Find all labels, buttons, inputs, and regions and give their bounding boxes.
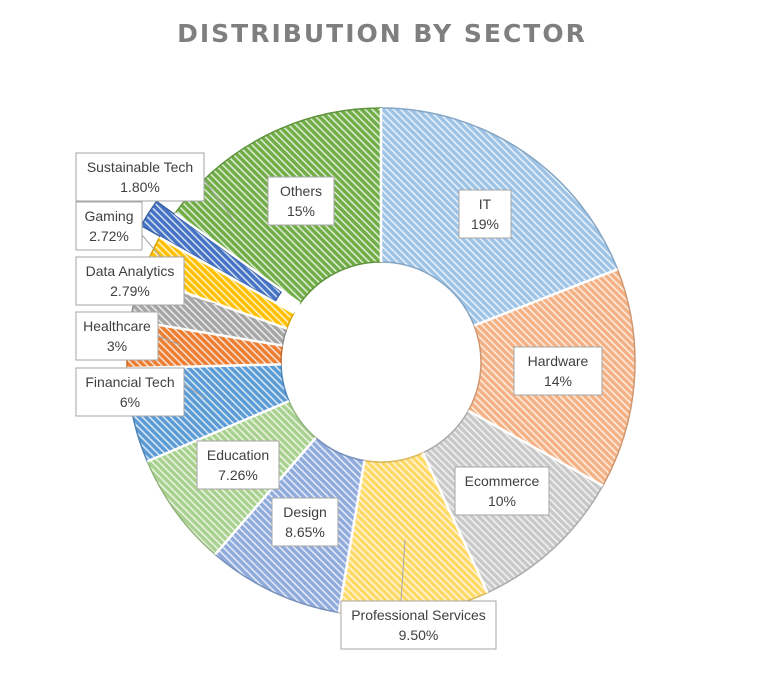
- slice-separator: [421, 452, 489, 594]
- data-label-category: Gaming: [84, 208, 133, 224]
- data-label-value: 3%: [107, 338, 127, 354]
- data-label-value: 2.79%: [110, 283, 150, 299]
- data-label: Ecommerce 10%: [454, 466, 550, 516]
- data-label: Hardware 14%: [513, 346, 603, 396]
- data-label-value: 10%: [488, 493, 516, 509]
- data-label-category: Data Analytics: [86, 263, 175, 279]
- data-label-box: [340, 600, 497, 650]
- data-label-box: [454, 466, 550, 516]
- data-label-box: [267, 176, 335, 226]
- slice-separator: [337, 460, 366, 613]
- data-label-value: 8.65%: [285, 524, 325, 540]
- data-label-value: 14%: [544, 373, 572, 389]
- data-label-box: [513, 346, 603, 396]
- slice-separator: [146, 399, 290, 463]
- data-label: Gaming 2.72%: [75, 201, 143, 251]
- data-label: Design 8.65%: [271, 497, 339, 547]
- data-labels: IT 19% Hardware 14% Ecommerce 10% Professional…: [75, 152, 603, 650]
- data-label: Data Analytics 2.79%: [75, 256, 185, 306]
- slice-separator: [158, 236, 295, 315]
- data-label-value: 15%: [287, 203, 315, 219]
- data-label: IT 19%: [458, 189, 512, 239]
- data-label-box: [271, 497, 339, 547]
- data-label-value: 7.26%: [218, 467, 258, 483]
- slice-separator: [127, 363, 282, 370]
- leader-line: [183, 295, 216, 305]
- data-label: Others 15%: [267, 176, 335, 226]
- data-label: Financial Tech 6%: [75, 367, 185, 417]
- data-label-category: Sustainable Tech: [87, 159, 193, 175]
- slice-separator: [214, 436, 317, 556]
- data-label-category: Financial Tech: [85, 374, 174, 390]
- data-label-category: Education: [207, 447, 269, 463]
- leader-line: [157, 335, 181, 346]
- data-label-box: [196, 440, 280, 490]
- data-label-box: [75, 256, 185, 306]
- data-label-box: [75, 311, 159, 361]
- slice-separator: [467, 409, 604, 487]
- data-label-box: [75, 367, 185, 417]
- data-label: Education 7.26%: [196, 440, 280, 490]
- data-label: Healthcare 3%: [75, 311, 159, 361]
- data-label-box: [75, 201, 143, 251]
- data-label-box: [458, 189, 512, 239]
- data-label: Professional Services 9.50%: [340, 600, 497, 650]
- data-label-category: Healthcare: [83, 318, 151, 334]
- data-label-category: Others: [280, 183, 322, 199]
- data-label-category: Hardware: [528, 353, 589, 369]
- data-label-category: Design: [283, 504, 327, 520]
- data-label-value: 9.50%: [399, 627, 439, 643]
- leader-line: [203, 179, 236, 223]
- data-label-box: [75, 152, 205, 202]
- data-label-category: IT: [479, 196, 492, 212]
- data-label-category: Professional Services: [351, 607, 486, 623]
- slice-separator: [174, 212, 301, 305]
- slice-separator: [473, 268, 618, 327]
- data-label-category: Ecommerce: [465, 473, 540, 489]
- data-label-value: 6%: [120, 394, 140, 410]
- data-label-value: 1.80%: [120, 179, 160, 195]
- leader-line: [183, 383, 205, 399]
- leader-line: [400, 539, 406, 602]
- data-label: Sustainable Tech 1.80%: [75, 152, 205, 202]
- chart-title: DISTRIBUTION BY SECTOR: [177, 19, 587, 48]
- data-label-value: 2.72%: [89, 228, 129, 244]
- data-label-value: 19%: [471, 216, 499, 232]
